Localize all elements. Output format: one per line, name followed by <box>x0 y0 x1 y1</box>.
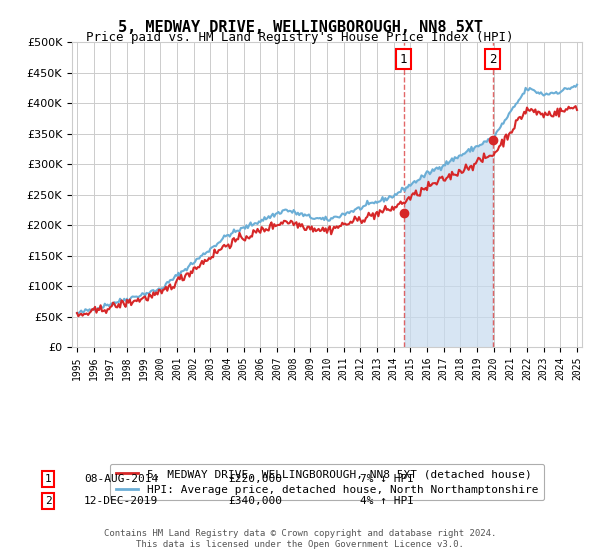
Text: 1: 1 <box>44 474 52 484</box>
Text: 7% ↓ HPI: 7% ↓ HPI <box>360 474 414 484</box>
Text: 2: 2 <box>489 53 497 66</box>
Text: £340,000: £340,000 <box>228 496 282 506</box>
Text: £220,000: £220,000 <box>228 474 282 484</box>
Text: Contains HM Land Registry data © Crown copyright and database right 2024.
This d: Contains HM Land Registry data © Crown c… <box>104 529 496 549</box>
Text: Price paid vs. HM Land Registry's House Price Index (HPI): Price paid vs. HM Land Registry's House … <box>86 31 514 44</box>
Text: 2: 2 <box>44 496 52 506</box>
Text: 1: 1 <box>400 53 407 66</box>
Legend: 5, MEDWAY DRIVE, WELLINGBOROUGH, NN8 5XT (detached house), HPI: Average price, d: 5, MEDWAY DRIVE, WELLINGBOROUGH, NN8 5XT… <box>110 464 544 500</box>
Text: 08-AUG-2014: 08-AUG-2014 <box>84 474 158 484</box>
Text: 5, MEDWAY DRIVE, WELLINGBOROUGH, NN8 5XT: 5, MEDWAY DRIVE, WELLINGBOROUGH, NN8 5XT <box>118 20 482 35</box>
Text: 4% ↑ HPI: 4% ↑ HPI <box>360 496 414 506</box>
Text: 12-DEC-2019: 12-DEC-2019 <box>84 496 158 506</box>
